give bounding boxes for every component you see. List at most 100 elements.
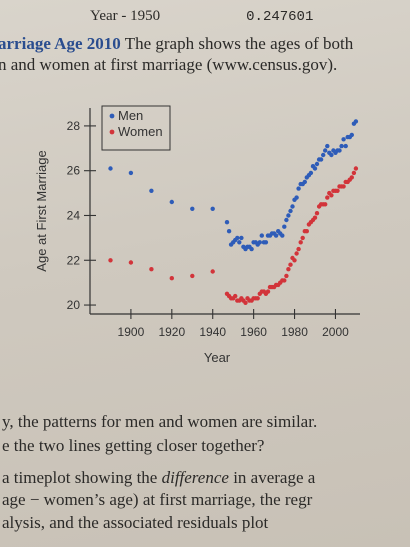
intro-text: The graph shows the ages of both [120, 34, 354, 53]
men-point [284, 217, 289, 223]
men-point [341, 137, 346, 142]
women-point [349, 175, 354, 180]
women-point [323, 202, 328, 207]
top-label: Year - 1950 [90, 8, 161, 24]
men-point [249, 246, 254, 252]
women-point [243, 300, 248, 305]
women-point [108, 258, 113, 263]
x-tick-label: 1980 [281, 325, 308, 339]
y-tick-label: 22 [67, 253, 81, 267]
legend-box [101, 105, 171, 151]
women-point [298, 240, 303, 245]
men-point [343, 143, 348, 149]
women-point [255, 296, 260, 301]
women-point [341, 184, 346, 189]
x-axis-title: Year [204, 350, 231, 365]
women-point [233, 293, 238, 299]
men-point [329, 152, 334, 158]
chart-axes: 20 22 24 26 28 1900 1920 1940 1960 1980 2000 Year Ag… [34, 108, 360, 365]
men-point [128, 170, 134, 176]
women-point [284, 273, 289, 279]
men-point [259, 233, 264, 238]
men-point [237, 240, 242, 245]
women-point [351, 170, 357, 176]
men-point [286, 213, 291, 218]
men-point [321, 152, 326, 158]
women-point [314, 211, 320, 216]
women-point [329, 193, 334, 198]
women-point [292, 258, 297, 263]
question-text: a timeplot showing the [2, 468, 162, 487]
men-point [288, 208, 293, 214]
chart-points [108, 119, 359, 305]
men-point [353, 119, 359, 124]
men-point [273, 233, 279, 238]
women-point [286, 267, 291, 272]
y-tick-label: 20 [67, 298, 81, 312]
men-point [290, 204, 295, 209]
men-point [235, 235, 240, 241]
men-point [224, 220, 230, 225]
legend-label: Men [118, 108, 143, 123]
women-point [300, 235, 305, 241]
men-point [210, 206, 215, 211]
men-point [257, 240, 262, 245]
women-point [296, 246, 301, 252]
men-point [318, 157, 324, 162]
question-emphasis: difference [161, 468, 229, 487]
women-point [210, 269, 215, 274]
y-tick-label: 28 [67, 119, 81, 133]
men-point [349, 132, 354, 138]
question-line-1: y, the patterns for men and women are si… [2, 412, 318, 431]
women-point [128, 260, 134, 265]
men-point [308, 170, 314, 176]
question-line-3: a timeplot showing the difference in ave… [2, 468, 315, 488]
x-tick-label: 1920 [158, 325, 185, 339]
men-point [149, 188, 154, 193]
question-line-5: alysis, and the associated residuals plo… [2, 513, 269, 532]
men-point [108, 166, 113, 171]
men-point [296, 186, 301, 191]
women-point [312, 215, 318, 220]
exercise-heading: arriage Age 2010 [0, 34, 121, 53]
men-point [323, 148, 328, 153]
men-point [294, 195, 299, 200]
intro-line-1: arriage Age 2010 The graph shows the age… [0, 34, 353, 54]
question-line-4: age − women’s age) at first marriage, th… [2, 490, 313, 509]
legend-label: Women [118, 124, 163, 139]
women-point [149, 267, 154, 272]
women-point [353, 166, 359, 171]
y-tick-label: 26 [67, 164, 81, 178]
women-point [265, 289, 271, 294]
men-point [314, 161, 320, 167]
y-axis-title: Age at First Marriage [34, 150, 49, 271]
top-row: Year - 1950 0.247601 [90, 6, 313, 27]
women-point [304, 229, 309, 234]
men-point [263, 240, 269, 245]
men-point [312, 166, 318, 171]
top-value: 0.247601 [246, 9, 314, 25]
intro-line-2: n and women at first marriage (www.censu… [0, 55, 338, 74]
men-point [239, 235, 244, 241]
y-tick-label: 24 [67, 208, 81, 222]
men-point [226, 229, 232, 234]
x-tick-label: 1960 [240, 325, 267, 339]
x-tick-label: 2000 [322, 325, 349, 339]
men-point [169, 199, 174, 205]
x-tick-label: 1940 [199, 325, 226, 339]
women-point [288, 262, 293, 267]
women-point [325, 195, 330, 200]
men-point [337, 148, 342, 153]
legend-marker [109, 113, 115, 119]
x-tick-label: 1900 [118, 325, 145, 339]
question-text-rest: in average a [228, 468, 316, 487]
men-point [280, 233, 285, 238]
women-point [335, 188, 340, 193]
women-point [282, 278, 287, 283]
women-point [190, 273, 195, 279]
men-point [339, 143, 344, 149]
question-line-2: e the two lines getting closer together? [2, 436, 265, 455]
men-point [302, 179, 307, 185]
women-point [294, 251, 299, 256]
